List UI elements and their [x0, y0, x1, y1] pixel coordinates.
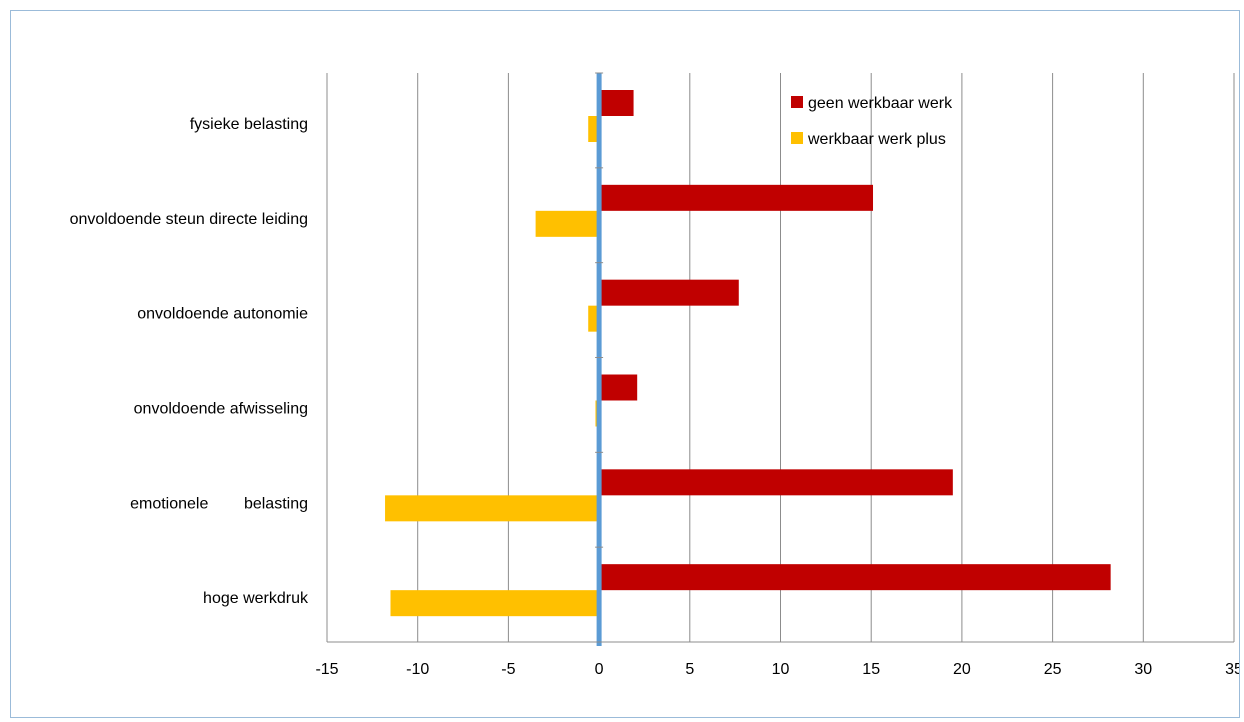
- category-label: onvoldoende steun directe leiding: [70, 211, 308, 228]
- category-label: fysieke belasting: [190, 116, 308, 133]
- bar: [599, 90, 634, 116]
- x-tick-label: -15: [315, 661, 338, 678]
- legend-label: geen werkbaar werk: [808, 95, 953, 112]
- bar: [390, 590, 600, 617]
- labels: -15 -10 -5 0 5 10 15 20 25 30 35 fysieke belasting o…: [70, 116, 1239, 678]
- category-label: onvoldoende autonomie: [137, 306, 308, 323]
- category-label: hoge werkdruk: [203, 590, 309, 607]
- axes: [327, 72, 1234, 646]
- bar: [535, 210, 600, 237]
- x-tick-label: -10: [406, 661, 429, 678]
- bar: [588, 116, 600, 142]
- x-tick-label: 10: [772, 661, 790, 678]
- legend: geen werkbaar werk werkbaar werk plus: [791, 95, 953, 148]
- x-tick-label: 5: [685, 661, 694, 678]
- bar: [599, 469, 953, 496]
- bar: [599, 374, 638, 401]
- bar: [588, 305, 600, 332]
- bar: [599, 564, 1111, 591]
- gridlines: [326, 73, 1235, 642]
- bar: [385, 495, 600, 522]
- x-tick-label: 25: [1044, 661, 1062, 678]
- category-label: onvoldoende afwisseling: [134, 401, 308, 418]
- x-tick-label: 0: [595, 661, 604, 678]
- x-tick-label: 35: [1225, 661, 1239, 678]
- category-label: emotionele belasting: [130, 495, 308, 512]
- bar: [599, 184, 874, 211]
- bar-chart: -15 -10 -5 0 5 10 15 20 25 30 35 fysieke belasting o…: [70, 72, 1239, 678]
- legend-swatch: [791, 132, 803, 144]
- chart-frame: -15 -10 -5 0 5 10 15 20 25 30 35 fysieke belasting o…: [10, 10, 1240, 718]
- x-tick-label: 20: [953, 661, 971, 678]
- x-tick-label: 15: [862, 661, 880, 678]
- x-tick-label: 30: [1134, 661, 1152, 678]
- bar: [599, 279, 739, 306]
- legend-swatch: [791, 96, 803, 108]
- x-tick-label: -5: [501, 661, 515, 678]
- legend-label: werkbaar werk plus: [807, 131, 946, 148]
- bars: [385, 90, 1111, 617]
